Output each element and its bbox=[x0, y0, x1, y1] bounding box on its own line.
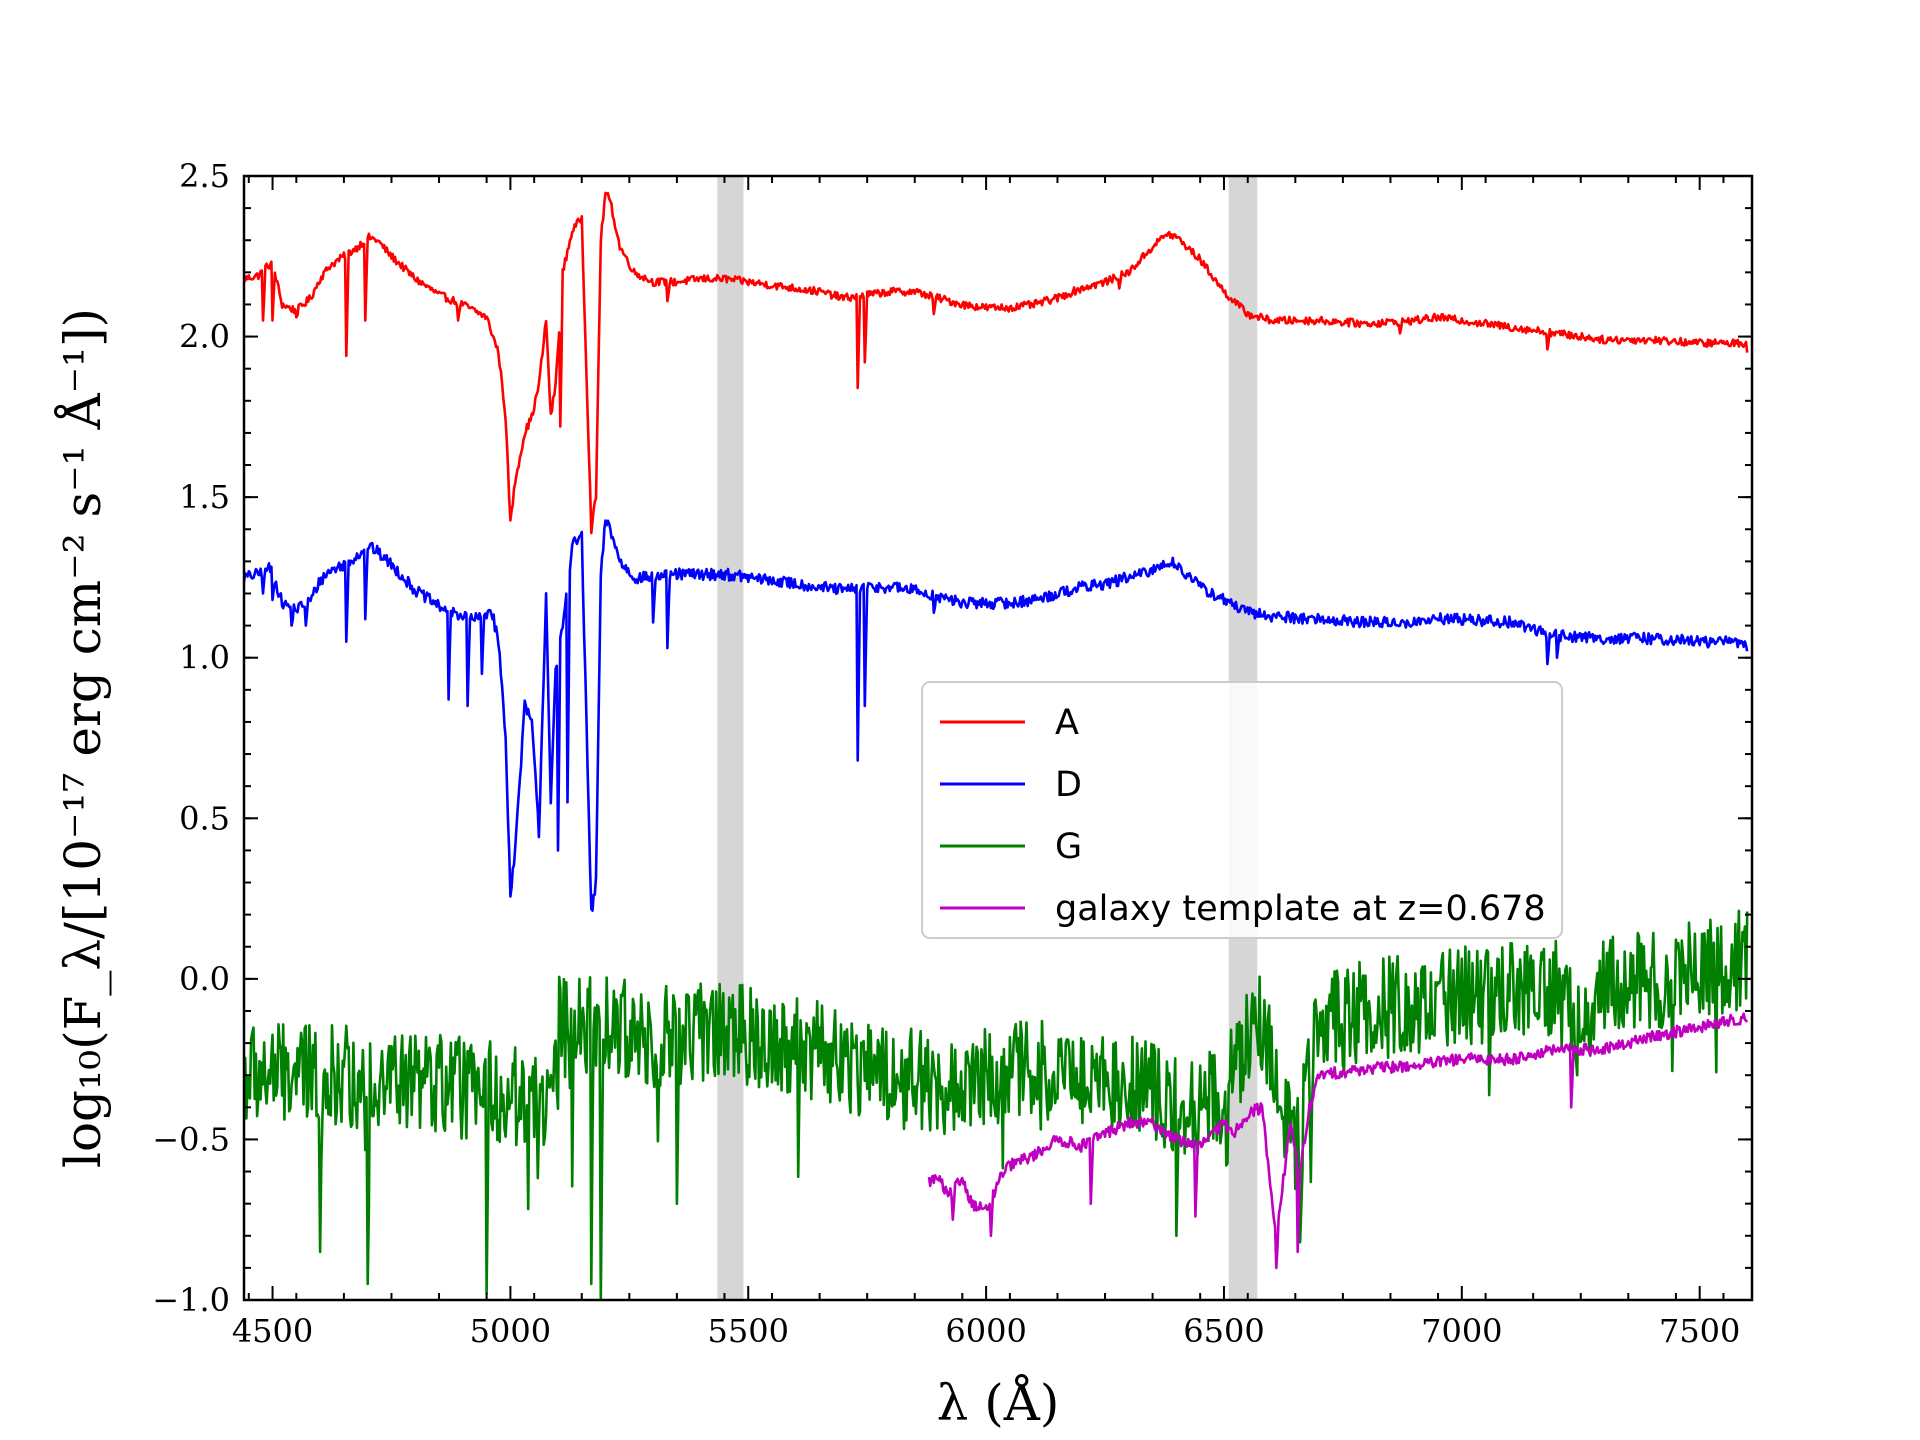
series-line-g bbox=[244, 909, 1749, 1300]
legend-label: A bbox=[1055, 703, 1079, 743]
legend-label: D bbox=[1055, 765, 1082, 805]
series-line-galaxy bbox=[927, 1012, 1749, 1270]
x-tick-label: 7500 bbox=[1659, 1312, 1740, 1350]
y-tick-label: 1.0 bbox=[179, 639, 230, 677]
shaded-region-1 bbox=[717, 176, 744, 1300]
x-tick-label: 5500 bbox=[708, 1312, 789, 1350]
y-tick-labels: −1.0 −0.5 0.0 0.5 1.0 1.5 2.0 2.5 bbox=[152, 157, 230, 1319]
series-line-d bbox=[244, 519, 1749, 912]
axis-ticks bbox=[244, 175, 1752, 1301]
y-tick-label: 2.0 bbox=[179, 318, 230, 356]
legend-label: G bbox=[1055, 827, 1082, 867]
x-axis-title: λ (Å) bbox=[937, 1373, 1060, 1432]
y-tick-label: 2.5 bbox=[179, 157, 230, 195]
x-tick-labels: 4500 5000 5500 6000 6500 7000 7500 bbox=[232, 1312, 1741, 1350]
y-tick-label: 0.0 bbox=[179, 960, 230, 998]
y-tick-label: −1.0 bbox=[152, 1281, 230, 1319]
x-tick-label: 5000 bbox=[470, 1312, 551, 1350]
legend-box bbox=[921, 681, 1563, 939]
y-axis-title: log₁₀(F_λ/[10⁻¹⁷ erg cm⁻² s⁻¹ Å⁻¹]) bbox=[53, 308, 112, 1168]
y-tick-label: 0.5 bbox=[179, 799, 230, 837]
y-tick-label: 1.5 bbox=[179, 478, 230, 516]
x-tick-label: 4500 bbox=[232, 1312, 313, 1350]
series-lines bbox=[244, 191, 1749, 1300]
y-tick-label: −0.5 bbox=[152, 1120, 230, 1158]
x-tick-label: 6000 bbox=[945, 1312, 1026, 1350]
legend-label: galaxy template at z=0.678 bbox=[1055, 889, 1546, 929]
plot-frame bbox=[242, 174, 1754, 1302]
series-line-a bbox=[244, 191, 1749, 535]
x-tick-label: 7000 bbox=[1421, 1312, 1502, 1350]
x-tick-label: 6500 bbox=[1183, 1312, 1264, 1350]
